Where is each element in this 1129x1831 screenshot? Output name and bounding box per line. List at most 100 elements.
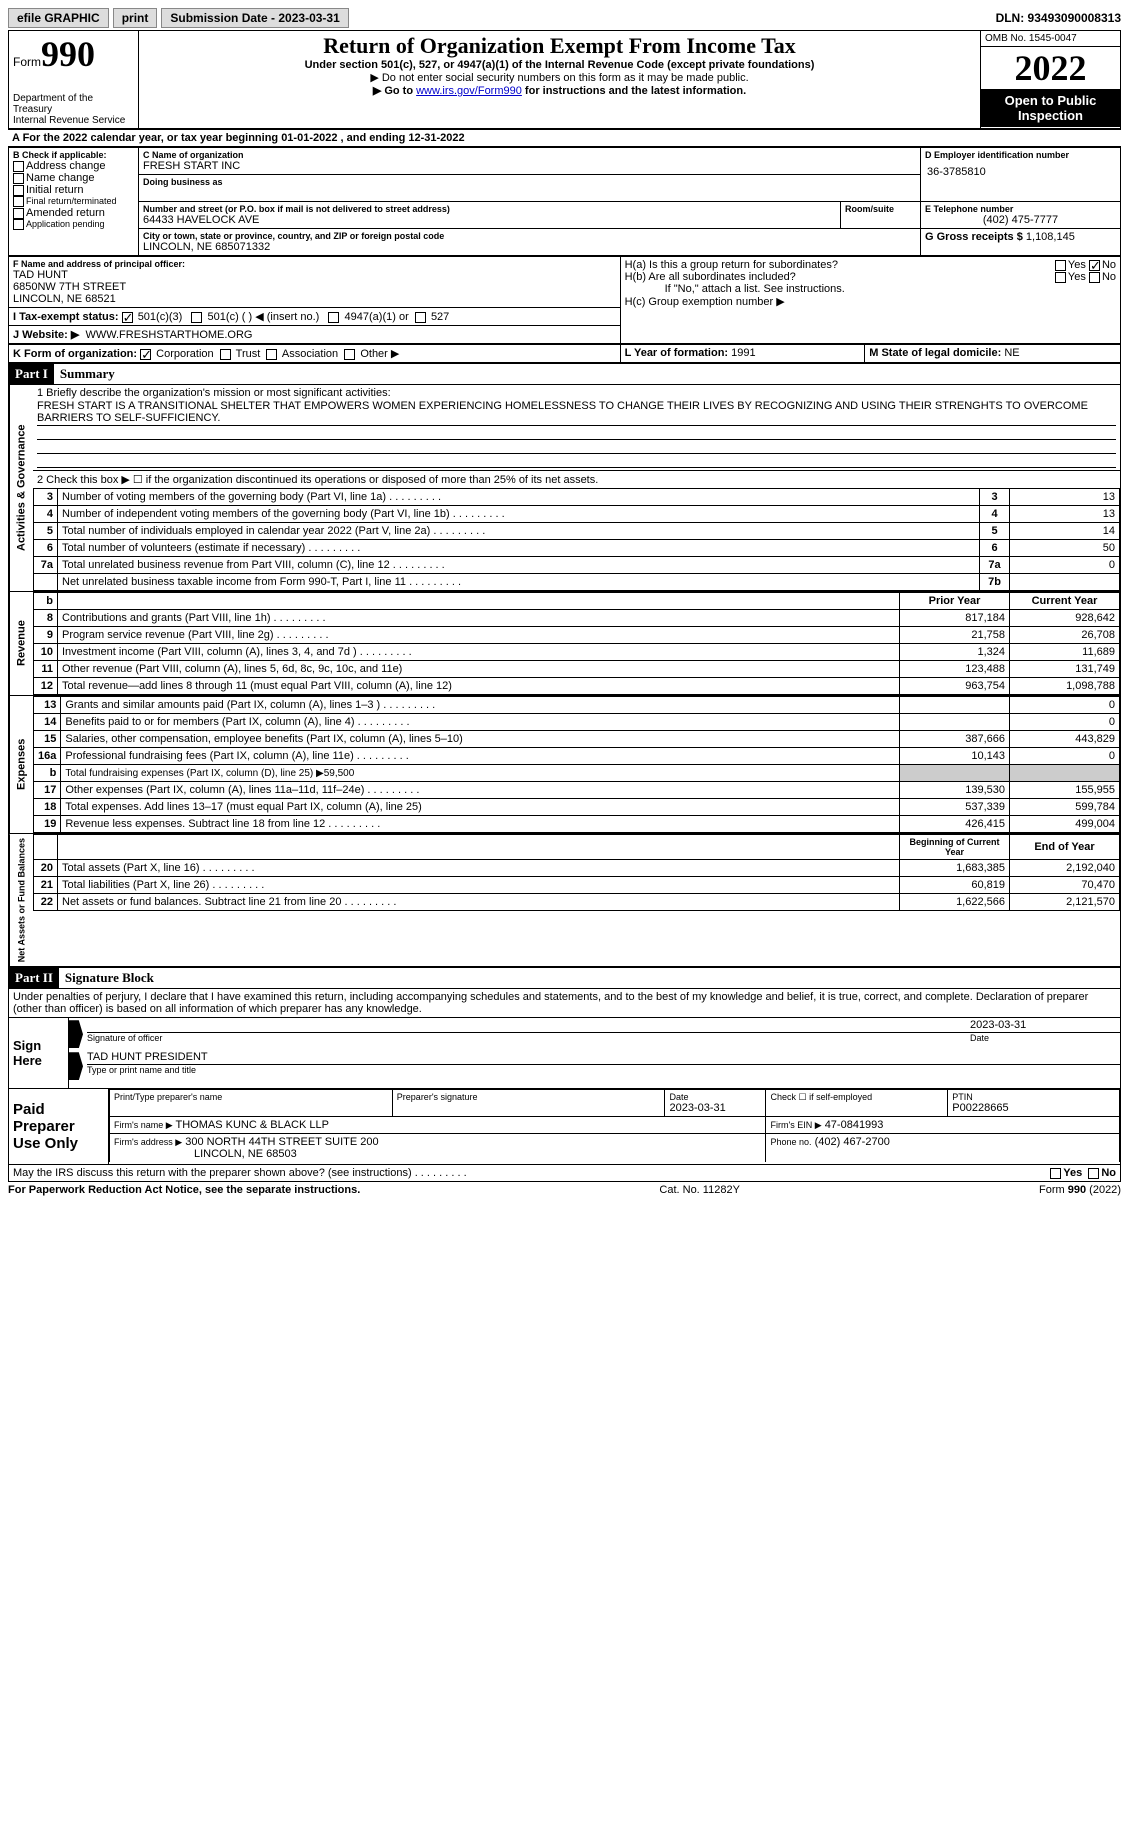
website: WWW.FRESHSTARTHOME.ORG: [85, 329, 252, 341]
opt-4947[interactable]: 4947(a)(1) or: [328, 311, 408, 323]
top-bar: efile GRAPHIC print Submission Date - 20…: [8, 8, 1121, 28]
tax-year: 2022: [981, 47, 1120, 89]
form-word: Form: [13, 55, 41, 69]
box-k-hdr: K Form of organization:: [13, 348, 137, 360]
h-b: H(b) Are all subordinates included?: [625, 271, 796, 283]
firm-ein: 47-0841993: [825, 1119, 884, 1131]
dept-treasury: Department of the Treasury: [13, 93, 134, 115]
irs-label: Internal Revenue Service: [13, 115, 134, 126]
opt-other[interactable]: Other ▶: [344, 348, 399, 360]
sign-here-block: Sign Here 2023-03-31 Signature of office…: [8, 1017, 1121, 1089]
sign-date: 2023-03-31: [970, 1019, 1120, 1031]
arrow-icon: [69, 1052, 83, 1080]
ptin: P00228665: [952, 1102, 1115, 1114]
ag-label: Activities & Governance: [9, 385, 33, 591]
city-hdr: City or town, state or province, country…: [143, 231, 916, 241]
box-b-hdr: B Check if applicable:: [13, 150, 134, 160]
form-header: Form990 Department of the Treasury Inter…: [8, 30, 1121, 129]
opt-527[interactable]: 527: [415, 311, 449, 323]
omb: OMB No. 1545-0047: [981, 31, 1120, 47]
officer-block: F Name and address of principal officer:…: [8, 256, 1121, 344]
box-e-hdr: E Telephone number: [925, 204, 1116, 214]
box-g-hdr: G Gross receipts $: [925, 231, 1023, 243]
sign-here-label: Sign Here: [9, 1018, 69, 1088]
sig-label: Signature of officer: [87, 1033, 970, 1043]
h-b-note: If "No," attach a list. See instructions…: [625, 283, 1116, 295]
chk-address[interactable]: Address change: [13, 160, 134, 172]
year-formation: 1991: [731, 347, 755, 359]
chk-initial[interactable]: Initial return: [13, 184, 134, 196]
org-name: FRESH START INC: [143, 160, 916, 172]
dba-hdr: Doing business as: [143, 177, 916, 187]
discuss-yesno[interactable]: Yes No: [1050, 1167, 1116, 1179]
opt-corp[interactable]: Corporation: [140, 348, 214, 360]
form-subtitle: Under section 501(c), 527, or 4947(a)(1)…: [143, 59, 976, 71]
h-a: H(a) Is this a group return for subordin…: [625, 259, 838, 271]
irs-link[interactable]: www.irs.gov/Form990: [416, 85, 522, 97]
na-lines: Beginning of Current YearEnd of Year 20T…: [33, 834, 1120, 911]
exp-lines: 13Grants and similar amounts paid (Part …: [33, 696, 1120, 833]
section-netassets: Net Assets or Fund Balances Beginning of…: [8, 834, 1121, 967]
cat-no: Cat. No. 11282Y: [659, 1184, 740, 1196]
section-revenue: Revenue bPrior YearCurrent Year 8Contrib…: [8, 592, 1121, 696]
officer-signature[interactable]: [87, 1019, 970, 1031]
name-label: Type or print name and title: [87, 1065, 1120, 1075]
h-a-yesno[interactable]: Yes No: [1055, 259, 1116, 271]
opt-501c3[interactable]: 501(c)(3): [122, 311, 183, 323]
page-footer: For Paperwork Reduction Act Notice, see …: [8, 1182, 1121, 1196]
line2: 2 Check this box ▶ ☐ if the organization…: [33, 471, 1120, 488]
submission-date: Submission Date - 2023-03-31: [161, 8, 348, 28]
line1-hdr: 1 Briefly describe the organization's mi…: [37, 387, 1116, 399]
opt-trust[interactable]: Trust: [220, 348, 261, 360]
row-a-taxyear: A For the 2022 calendar year, or tax yea…: [8, 129, 1121, 147]
discuss-text: May the IRS discuss this return with the…: [13, 1167, 1050, 1179]
chk-final[interactable]: Final return/terminated: [13, 196, 134, 207]
opt-assoc[interactable]: Association: [266, 348, 338, 360]
firm-phone: (402) 467-2700: [815, 1136, 890, 1148]
section-ag: Activities & Governance 1 Briefly descri…: [8, 385, 1121, 592]
form-990: 990: [41, 34, 95, 74]
arrow-icon: [69, 1020, 83, 1048]
h-c: H(c) Group exemption number ▶: [625, 295, 1116, 308]
room-hdr: Room/suite: [845, 204, 916, 214]
print-button[interactable]: print: [113, 8, 158, 28]
goto-note: ▶ Go to www.irs.gov/Form990 for instruct…: [143, 84, 976, 97]
h-b-yesno[interactable]: Yes No: [1055, 271, 1116, 283]
box-j-hdr: J Website: ▶: [13, 329, 79, 341]
box-f-hdr: F Name and address of principal officer:: [13, 259, 616, 269]
city: LINCOLN, NE 685071332: [143, 241, 916, 253]
dba-value: [143, 187, 916, 199]
discuss-row: May the IRS discuss this return with the…: [8, 1165, 1121, 1182]
box-c-name-hdr: C Name of organization: [143, 150, 916, 160]
firm-addr1: 300 NORTH 44TH STREET SUITE 200: [185, 1136, 378, 1148]
ein: 36-3785810: [925, 160, 1116, 184]
chk-amended[interactable]: Amended return: [13, 207, 134, 219]
box-i-hdr: I Tax-exempt status:: [13, 311, 119, 323]
street-hdr: Number and street (or P.O. box if mail i…: [143, 204, 836, 214]
part2-header: Part II Signature Block: [8, 967, 1121, 989]
box-l-hdr: L Year of formation:: [625, 347, 729, 359]
efile-label: efile GRAPHIC: [8, 8, 109, 28]
klm-row: K Form of organization: Corporation Trus…: [8, 344, 1121, 363]
gross-receipts: 1,108,145: [1026, 231, 1075, 243]
form-title: Return of Organization Exempt From Incom…: [143, 33, 976, 59]
preparer-table: Print/Type preparer's name Preparer's si…: [109, 1089, 1120, 1162]
box-m-hdr: M State of legal domicile:: [869, 347, 1001, 359]
section-expenses: Expenses 13Grants and similar amounts pa…: [8, 696, 1121, 834]
self-employed-check[interactable]: Check ☐ if self-employed: [770, 1092, 943, 1103]
officer-addr2: LINCOLN, NE 68521: [13, 293, 616, 305]
rev-label: Revenue: [9, 592, 33, 695]
exp-label: Expenses: [9, 696, 33, 833]
dln: DLN: 93493090008313: [996, 11, 1121, 25]
officer-typed-name: TAD HUNT PRESIDENT: [87, 1050, 1120, 1065]
opt-501c[interactable]: 501(c) ( ) ◀ (insert no.): [191, 311, 319, 323]
ssn-note: ▶ Do not enter social security numbers o…: [143, 71, 976, 84]
penalty-text: Under penalties of perjury, I declare th…: [8, 989, 1121, 1017]
firm-name: THOMAS KUNC & BLACK LLP: [176, 1119, 329, 1131]
na-label: Net Assets or Fund Balances: [9, 834, 33, 966]
chk-pending[interactable]: Application pending: [13, 219, 134, 230]
firm-addr2: LINCOLN, NE 68503: [114, 1148, 761, 1160]
paid-preparer-block: Paid Preparer Use Only Print/Type prepar…: [8, 1089, 1121, 1165]
chk-name[interactable]: Name change: [13, 172, 134, 184]
form-footer: Form 990 (2022): [1039, 1184, 1121, 1196]
